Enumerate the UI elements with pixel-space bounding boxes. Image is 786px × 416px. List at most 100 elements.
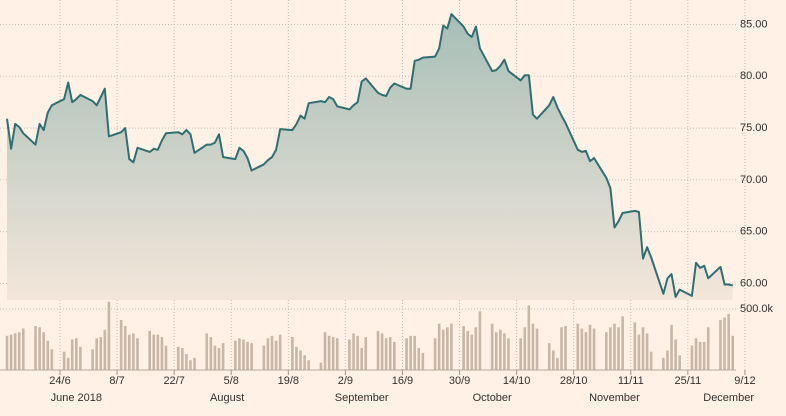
volume-bar — [690, 345, 694, 370]
volume-bar — [128, 334, 131, 370]
volume-bar — [621, 316, 624, 370]
volume-bar — [250, 343, 253, 370]
volume-bar — [75, 338, 78, 370]
volume-bar — [633, 322, 637, 370]
volume-bar — [556, 357, 559, 370]
volume-bar — [645, 333, 649, 370]
price-line — [6, 13, 733, 298]
volume-bar — [588, 324, 592, 370]
volume-bar — [50, 349, 54, 370]
volume-bar — [523, 327, 527, 370]
volume-bar — [221, 343, 225, 370]
volume-bar — [694, 338, 698, 370]
x-tick-label: 2/9 — [338, 375, 353, 387]
volume-bar — [335, 338, 339, 370]
volume-bar — [319, 362, 323, 370]
volume-bar — [490, 323, 494, 370]
volume-bar — [584, 332, 588, 370]
month-label: December — [703, 392, 754, 404]
volume-bar — [723, 317, 726, 370]
volume-bar — [641, 327, 645, 370]
volume-bar — [193, 357, 196, 370]
volume-bar — [9, 334, 13, 370]
volume-bar — [531, 323, 535, 370]
volume-bar — [364, 337, 368, 370]
volume-bar — [702, 341, 706, 370]
volume-bar — [552, 350, 555, 370]
volume-bar — [262, 345, 266, 370]
volume-bar — [727, 313, 730, 370]
volume-bar — [160, 337, 164, 370]
volume-bar — [609, 327, 612, 370]
x-tick-label: 30/9 — [449, 375, 470, 387]
volume-bar — [66, 357, 70, 370]
volume-bar — [132, 333, 135, 370]
volume-bar — [91, 349, 94, 370]
volume-bar — [209, 337, 213, 370]
volume-bar — [413, 335, 416, 370]
volume-bar — [119, 319, 123, 370]
x-tick-label: 14/10 — [503, 375, 531, 387]
volume-bar — [291, 337, 294, 370]
x-tick-label: 22/7 — [163, 375, 184, 387]
volume-bar — [242, 339, 245, 370]
volume-bar — [706, 327, 710, 370]
volume-bar — [136, 338, 139, 370]
volume-bar — [103, 329, 107, 370]
volume-bar — [123, 326, 127, 370]
volume-bar — [34, 326, 37, 370]
volume-bar — [189, 360, 192, 370]
volume-bar — [613, 323, 616, 370]
volume-bar — [417, 348, 421, 370]
volume-bar — [331, 337, 335, 370]
x-tick-label: 5/8 — [224, 375, 239, 387]
volume-bar — [494, 332, 498, 370]
volume-bar — [217, 348, 221, 370]
month-label: August — [210, 392, 244, 404]
volume-bar — [547, 343, 551, 370]
volume-bar — [466, 330, 469, 370]
volume-bar — [278, 334, 282, 370]
volume-bar — [246, 341, 249, 370]
volume-bar — [478, 311, 482, 370]
volume-bar — [356, 335, 359, 370]
volume-bar — [176, 346, 180, 370]
volume-bar — [535, 328, 539, 370]
x-tick-label: 16/9 — [392, 375, 413, 387]
y-tick-label: 65.00 — [740, 226, 768, 238]
y-tick-label: 80.00 — [740, 70, 768, 82]
volume-bar — [617, 327, 620, 370]
volume-bar — [266, 338, 270, 370]
x-tick-label: 11/11 — [618, 375, 644, 387]
volume-bar — [360, 348, 363, 370]
volume-bar — [46, 340, 50, 370]
volume-bar — [499, 329, 502, 370]
volume-bar — [307, 360, 310, 370]
volume-bar — [295, 346, 298, 370]
volume-bar — [384, 338, 388, 370]
volume-bar — [437, 323, 441, 370]
y-tick-label: 60.00 — [740, 277, 768, 289]
volume-bar — [99, 337, 103, 370]
volume-bar — [348, 339, 351, 370]
volume-bar — [503, 333, 506, 370]
volume-bar — [564, 326, 567, 370]
volume-bar — [164, 345, 168, 370]
volume-bar — [22, 328, 25, 370]
volume-bar — [42, 332, 45, 370]
y-tick-label: 85.00 — [740, 18, 768, 30]
volume-bar — [637, 334, 641, 370]
price-area — [7, 14, 733, 300]
y-tick-label: 75.00 — [740, 122, 768, 134]
volume-bar — [181, 348, 184, 370]
volume-bar — [95, 338, 98, 370]
x-tick-label: 25/11 — [674, 375, 701, 387]
volume-bar — [441, 329, 445, 370]
volume-bar — [303, 355, 306, 370]
volume-bar — [13, 333, 17, 370]
volume-bar — [678, 355, 682, 370]
volume-bar — [107, 301, 111, 370]
volume-bar — [527, 305, 531, 370]
month-label: October — [473, 392, 512, 404]
volume-bar — [62, 351, 66, 370]
